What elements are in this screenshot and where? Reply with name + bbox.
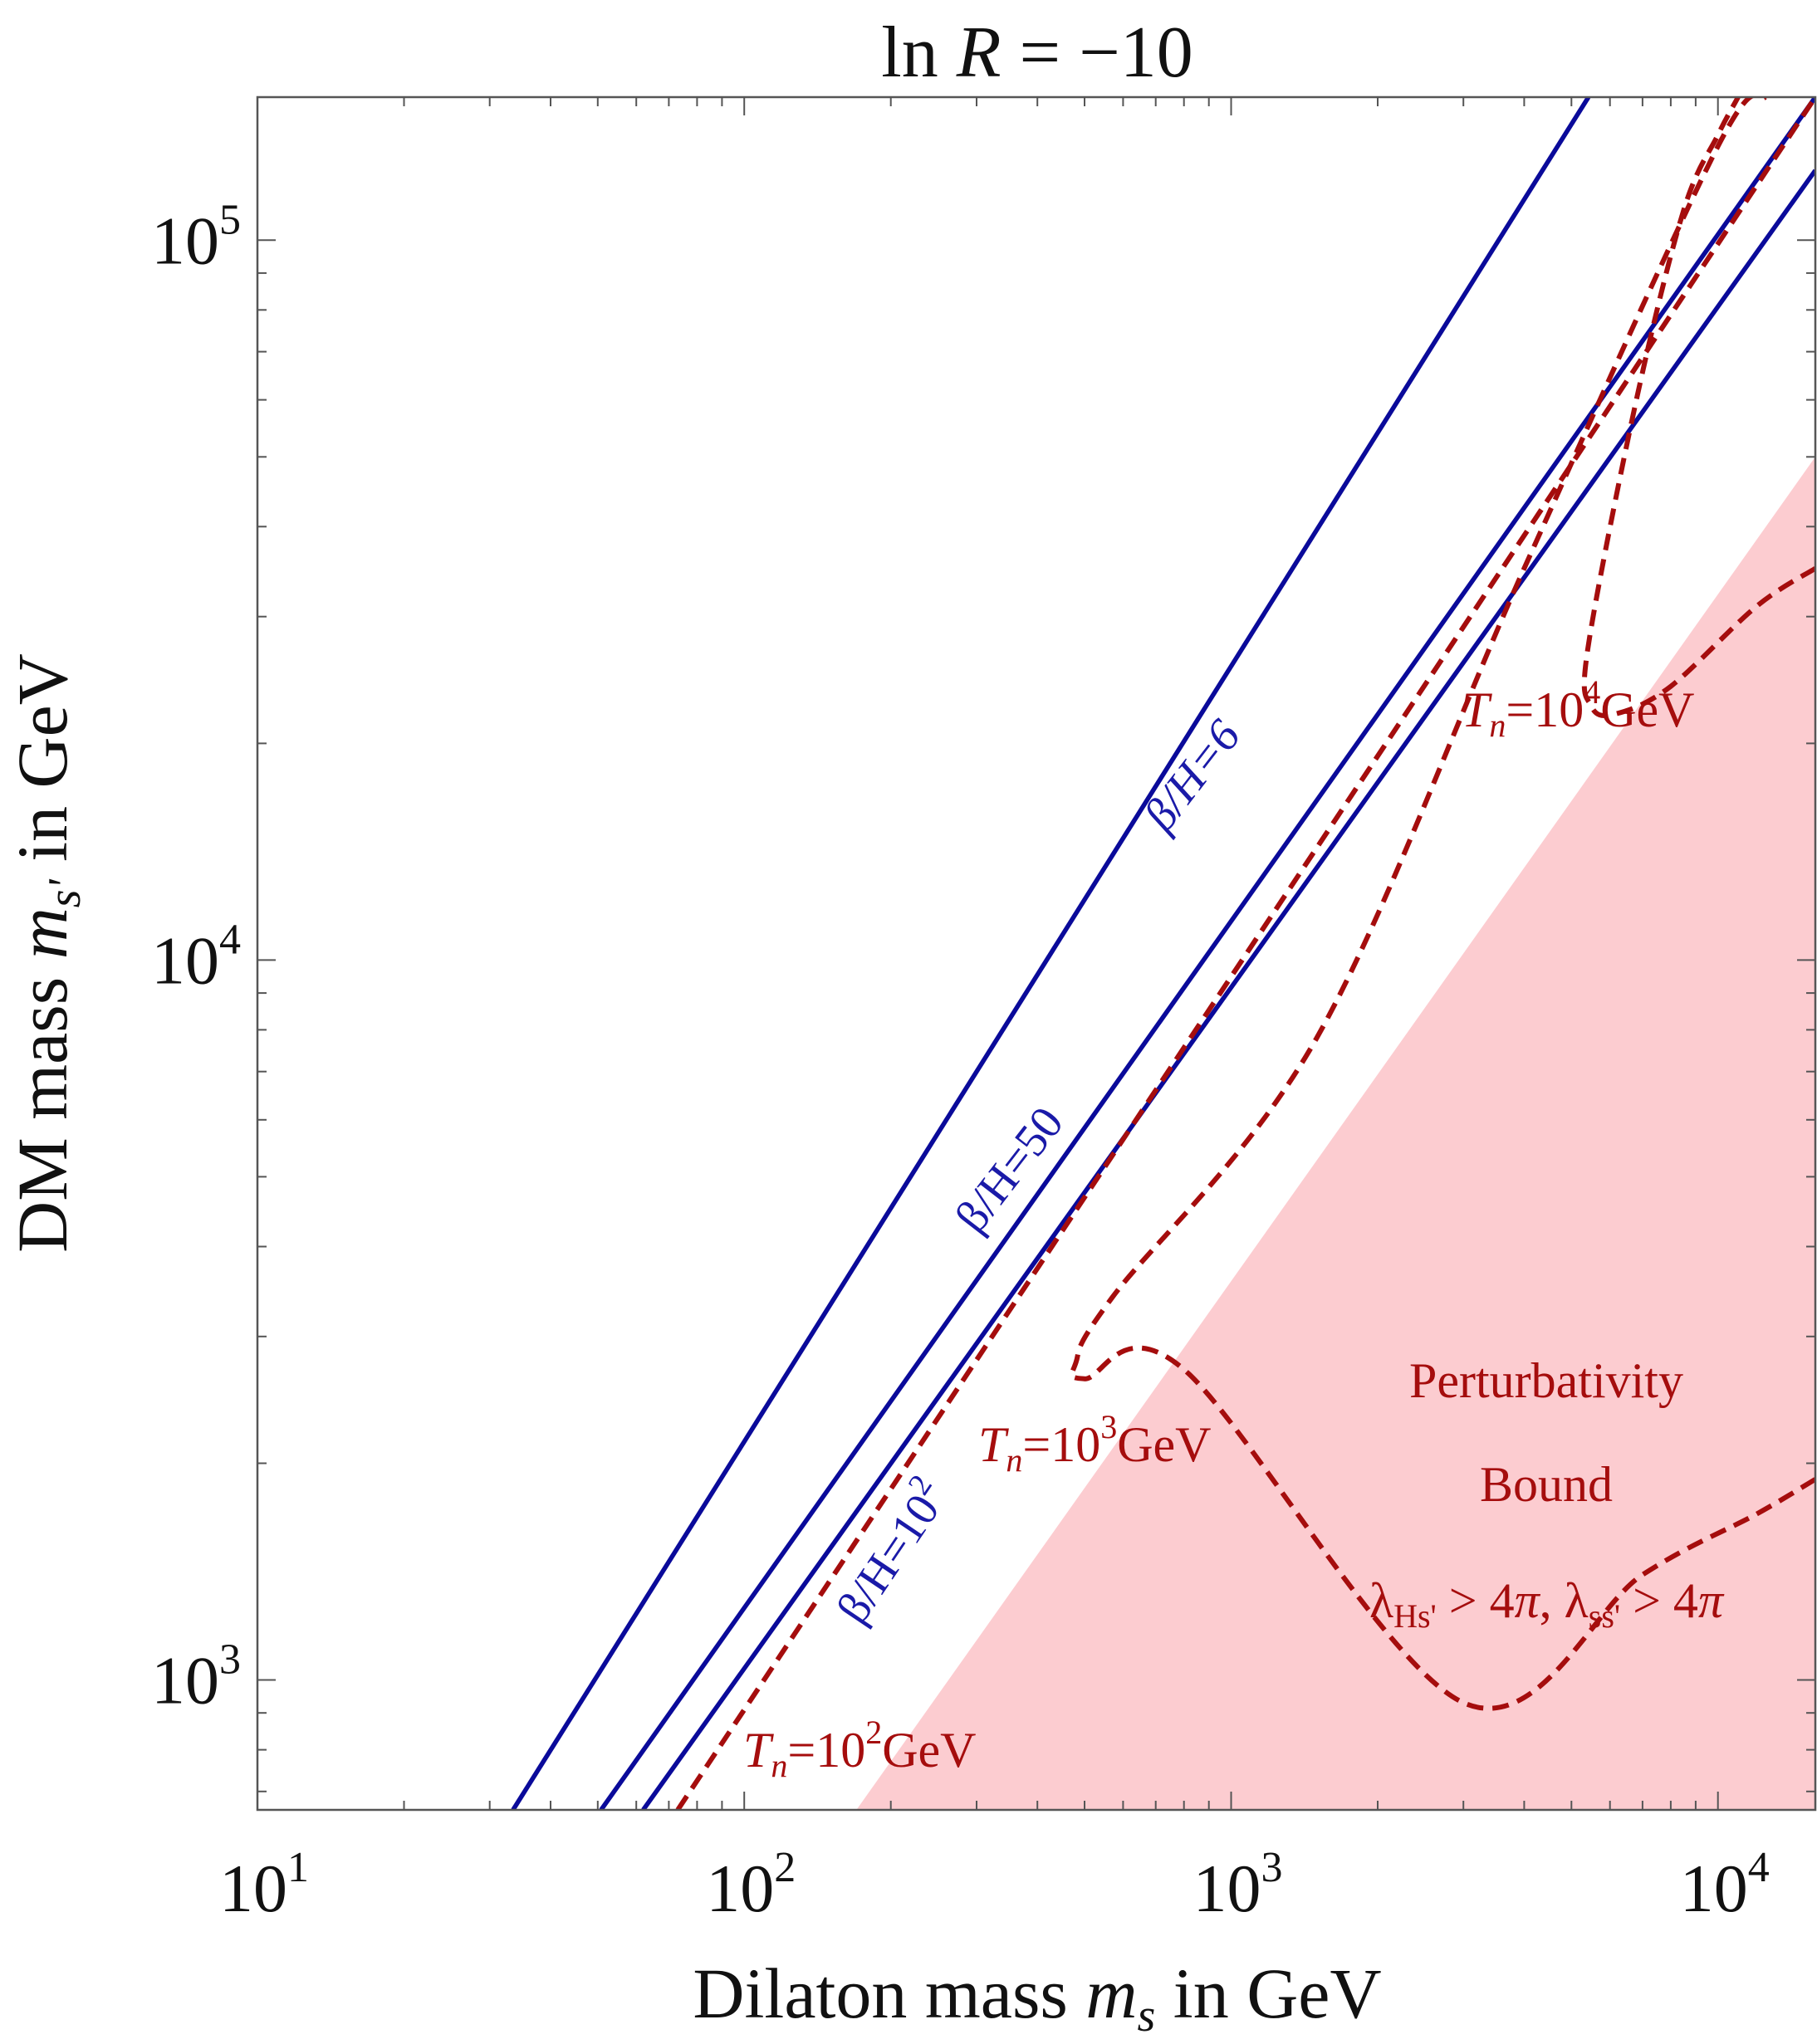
y-tick-label-10-4: 104 (151, 916, 241, 998)
series-0-beta-line (511, 97, 1591, 1810)
x-axis-label: Dilaton mass ms in GeV (693, 1954, 1381, 2042)
chart-title: ln R = −10 (881, 12, 1193, 93)
tick-layer (257, 97, 1815, 1810)
x-tick-label-10-3: 103 (1193, 1844, 1283, 1926)
x-tick-label-10-1: 101 (219, 1844, 309, 1926)
perturbativity-region (856, 457, 1815, 1810)
plot-frame (256, 95, 1817, 1812)
series-layer (511, 97, 1815, 1810)
plot-area (511, 97, 1815, 1810)
x-tick-labels: 101 102 103 104 (219, 1844, 1770, 1926)
series-4-tn-curve (1069, 97, 1815, 1711)
x-tick-label-10-4: 104 (1680, 1844, 1770, 1926)
y-tick-labels: 103 104 105 (151, 196, 241, 1718)
tn-100-label: Tn=102GeV (743, 1714, 977, 1784)
series-5-tn-curve (1581, 97, 1815, 718)
y-tick-label-10-5: 105 (151, 196, 241, 278)
y-axis-label: DM mass ms' in GeV (2, 653, 91, 1253)
series-1-beta-line (599, 97, 1815, 1810)
series-2-beta-line (641, 169, 1815, 1810)
beta-100-label: β/H=102 (821, 1469, 958, 1633)
tn-1000-label: Tn=103GeV (978, 1408, 1212, 1479)
y-tick-label-10-3: 103 (151, 1636, 241, 1719)
x-tick-label-10-2: 102 (706, 1844, 796, 1926)
region-label-perturbativity: Perturbativity (1409, 1353, 1683, 1408)
tn-10000-label: Tn=104GeV (1462, 673, 1695, 744)
region-label-bound: Bound (1480, 1457, 1613, 1512)
series-3-tn-curve (675, 97, 1815, 1810)
region-label-condition: λHs' > 4π, λss' > 4π (1369, 1573, 1725, 1635)
